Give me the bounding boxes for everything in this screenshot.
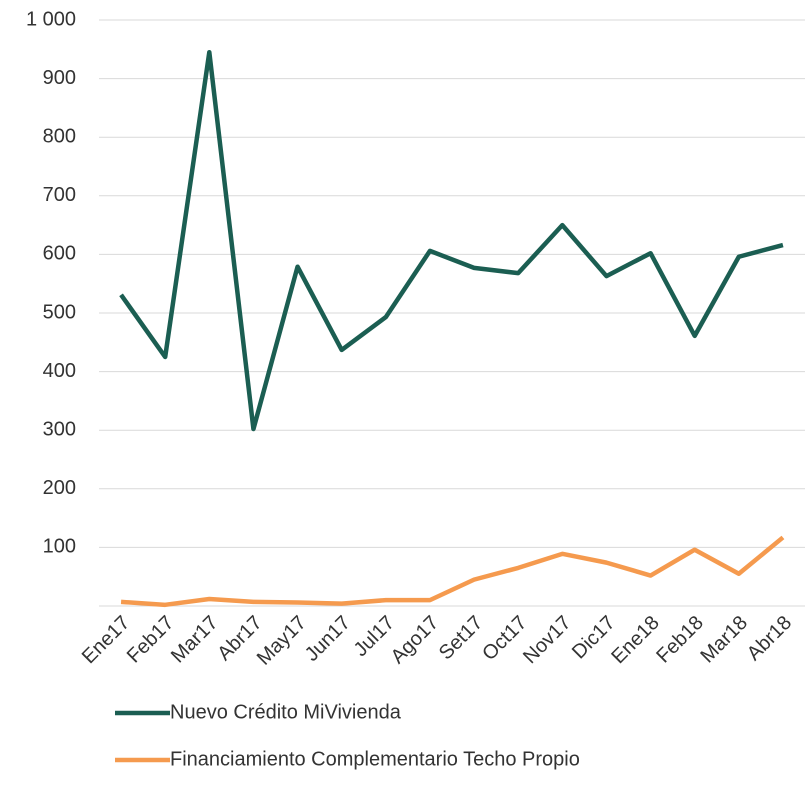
x-tick-label: Set17 <box>435 612 488 665</box>
x-tick-label: Mar17 <box>167 612 223 668</box>
x-tick-label: Ene17 <box>78 612 134 668</box>
y-tick-label: 100 <box>43 536 76 558</box>
y-tick-label: 900 <box>43 67 76 89</box>
x-tick-label: Feb18 <box>652 612 708 668</box>
y-tick-label: 400 <box>43 360 76 382</box>
x-tick-label: Feb17 <box>123 612 179 668</box>
x-tick-label: Ago17 <box>387 612 443 668</box>
x-tick-label: Abr18 <box>743 612 796 665</box>
x-tick-label: Jun17 <box>301 612 355 666</box>
y-tick-label: 200 <box>43 477 76 499</box>
series-line <box>119 49 784 432</box>
legend-label: Nuevo Crédito MiVivienda <box>170 701 402 723</box>
y-tick-label: 300 <box>43 418 76 440</box>
y-tick-label: 500 <box>43 301 76 323</box>
x-tick-label: May17 <box>253 612 311 670</box>
x-tick-label: Nov17 <box>519 612 575 668</box>
x-tick-label: Mar18 <box>696 612 752 668</box>
y-tick-label: 600 <box>43 243 76 265</box>
y-tick-label: 800 <box>43 125 76 147</box>
y-tick-label: 700 <box>43 184 76 206</box>
x-tick-label: Ene18 <box>607 612 663 668</box>
y-tick-label: 1 000 <box>26 8 76 30</box>
legend-label: Financiamiento Complementario Techo Prop… <box>170 748 580 770</box>
series-line <box>120 535 785 608</box>
